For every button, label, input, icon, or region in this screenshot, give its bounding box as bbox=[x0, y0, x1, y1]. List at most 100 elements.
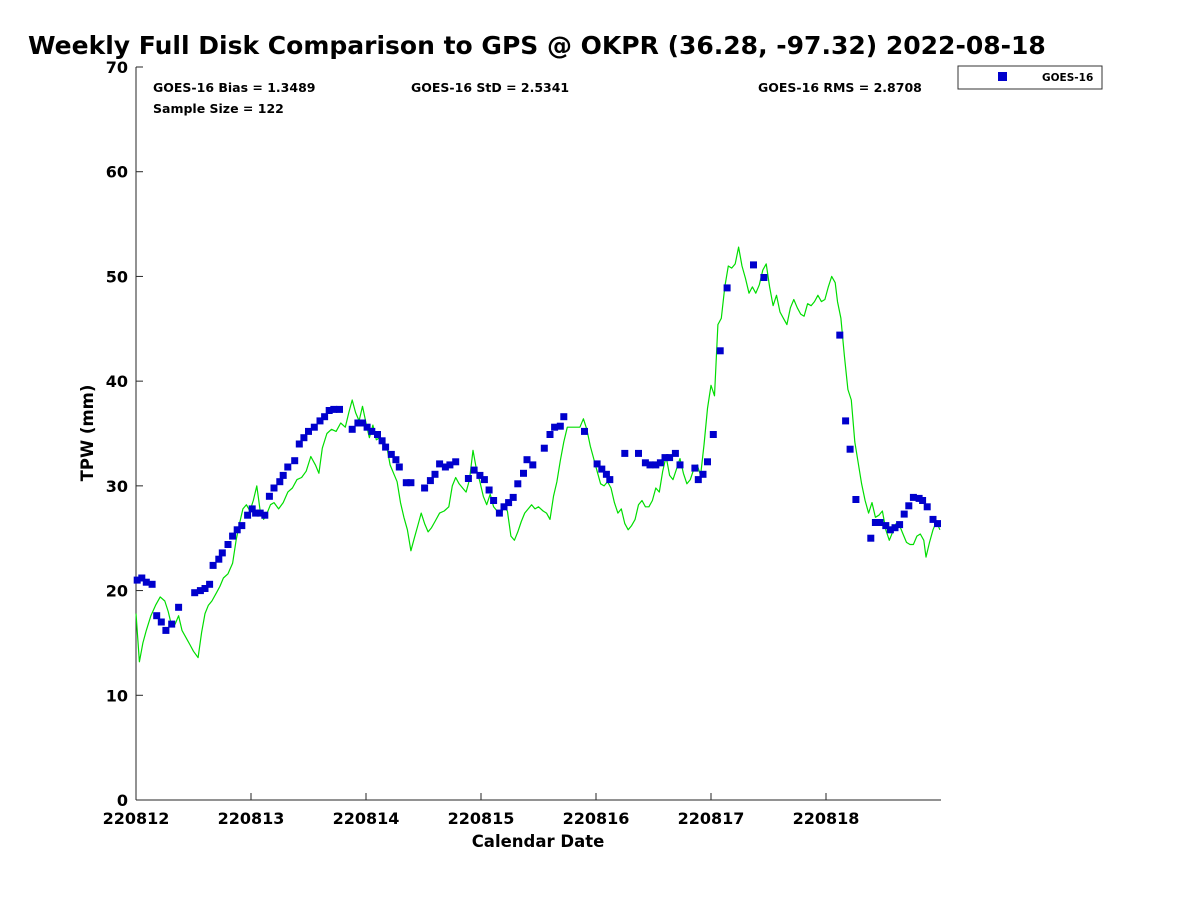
std-stat: GOES-16 StD = 2.5341 bbox=[411, 80, 569, 95]
goes16-data-point bbox=[476, 471, 484, 479]
goes16-data-point bbox=[215, 555, 223, 563]
goes16-data-point bbox=[153, 612, 161, 620]
plot-area: 0 10 20 30 40 50 60 70 220812 220813 220814 220815 2… bbox=[103, 58, 941, 828]
y-tick-label: 10 bbox=[106, 686, 128, 705]
goes16-data-point bbox=[671, 449, 679, 457]
goes16-data-point bbox=[233, 526, 241, 534]
goes16-data-point bbox=[593, 460, 601, 468]
goes16-data-point bbox=[852, 496, 860, 503]
goes16-data-point bbox=[209, 561, 217, 569]
goes16-data-point bbox=[546, 431, 554, 438]
goes16-data-point bbox=[529, 461, 537, 469]
goes16-data-point bbox=[871, 519, 879, 526]
goes16-data-point bbox=[325, 407, 333, 414]
goes16-data-point bbox=[919, 497, 927, 504]
goes16-data-point bbox=[196, 587, 204, 595]
goes16-data-point bbox=[238, 522, 246, 530]
goes16-data-point bbox=[704, 458, 711, 466]
goes16-data-point bbox=[248, 505, 256, 513]
goes16-data-point bbox=[300, 434, 308, 442]
goes16-data-point bbox=[676, 461, 684, 469]
goes16-data-point bbox=[661, 454, 669, 462]
goes16-data-point bbox=[321, 413, 329, 421]
goes16-data-point bbox=[666, 454, 674, 462]
sample-size-stat: Sample Size = 122 bbox=[153, 101, 284, 116]
bias-stat: GOES-16 Bias = 1.3489 bbox=[153, 80, 315, 95]
goes16-data-point bbox=[295, 440, 303, 448]
x-tick-label: 220813 bbox=[218, 809, 285, 828]
chart-title: Weekly Full Disk Comparison to GPS @ OKP… bbox=[28, 31, 1046, 60]
goes16-data-point bbox=[395, 463, 403, 471]
goes16-data-point bbox=[485, 486, 493, 494]
goes16-data-point bbox=[431, 470, 439, 478]
goes16-data-point bbox=[201, 585, 209, 592]
y-tick-label: 30 bbox=[106, 477, 128, 496]
goes16-data-point bbox=[392, 456, 400, 464]
goes16-data-point bbox=[716, 347, 724, 355]
goes16-data-point bbox=[556, 422, 564, 430]
goes16-data-point bbox=[934, 520, 941, 528]
goes16-data-point bbox=[148, 580, 156, 588]
goes16-data-point bbox=[709, 431, 717, 438]
y-tick-label: 40 bbox=[106, 372, 128, 391]
goes16-data-point bbox=[421, 484, 429, 492]
goes16-data-point bbox=[378, 437, 386, 445]
goes16-data-point bbox=[252, 509, 260, 517]
goes16-data-point bbox=[694, 476, 702, 484]
y-tick-label: 60 bbox=[106, 163, 128, 182]
goes16-data-point bbox=[218, 549, 226, 557]
rms-stat: GOES-16 RMS = 2.8708 bbox=[758, 80, 922, 95]
goes16-data-point bbox=[900, 510, 908, 518]
goes16-data-point bbox=[598, 465, 606, 473]
goes16-data-point bbox=[291, 457, 299, 465]
y-axis-label: TPW (mm) bbox=[78, 385, 97, 482]
goes16-data-point bbox=[387, 450, 395, 458]
goes16-data-point bbox=[368, 427, 376, 435]
goes16-data-point bbox=[265, 492, 273, 500]
goes16-data-point bbox=[279, 471, 287, 479]
gps-tpw-line bbox=[135, 246, 941, 663]
x-tick-label: 220816 bbox=[563, 809, 630, 828]
goes16-data-point bbox=[646, 461, 654, 469]
goes16-data-point bbox=[256, 509, 264, 517]
goes16-data-point bbox=[560, 413, 568, 421]
goes16-data-point bbox=[316, 417, 324, 425]
goes16-data-point bbox=[514, 480, 522, 488]
goes16-data-point bbox=[441, 463, 449, 471]
goes16-data-point bbox=[382, 443, 390, 451]
goes16-data-point bbox=[635, 449, 642, 457]
legend: GOES-16 bbox=[957, 65, 1103, 90]
goes16-data-point bbox=[138, 574, 146, 582]
y-tick-label: 0 bbox=[117, 791, 128, 810]
goes16-data-point bbox=[602, 470, 610, 478]
goes16-data-point bbox=[551, 423, 559, 431]
goes16-data-point bbox=[359, 419, 366, 427]
goes16-data-point bbox=[426, 477, 434, 485]
goes16-data-point bbox=[896, 521, 904, 529]
goes16-data-point bbox=[305, 427, 312, 435]
goes16-data-point bbox=[162, 626, 170, 634]
goes16-data-point bbox=[363, 423, 371, 431]
goes16-data-point bbox=[929, 515, 937, 523]
x-tick-label: 220817 bbox=[678, 809, 745, 828]
goes16-data-point bbox=[905, 502, 913, 510]
goes16-data-point bbox=[452, 458, 460, 466]
goes16-data-point bbox=[641, 459, 649, 467]
goes16-data-point bbox=[261, 511, 269, 519]
goes16-data-point bbox=[750, 261, 757, 269]
goes16-data-point bbox=[446, 461, 454, 469]
goes16-data-point bbox=[191, 589, 199, 597]
goes16-data-point bbox=[505, 499, 513, 507]
goes16-data-point bbox=[175, 603, 183, 611]
goes16-data-point bbox=[310, 423, 318, 431]
goes16-data-point bbox=[206, 580, 214, 588]
goes16-markers bbox=[133, 261, 941, 634]
legend-marker-goes16 bbox=[998, 72, 1007, 81]
goes16-data-point bbox=[652, 461, 660, 469]
goes16-data-point bbox=[244, 511, 252, 519]
y-tick-label: 20 bbox=[106, 582, 128, 601]
goes16-data-point bbox=[470, 466, 478, 474]
goes16-data-point bbox=[842, 417, 850, 425]
goes16-data-point bbox=[886, 526, 894, 534]
goes16-data-point bbox=[157, 618, 165, 626]
